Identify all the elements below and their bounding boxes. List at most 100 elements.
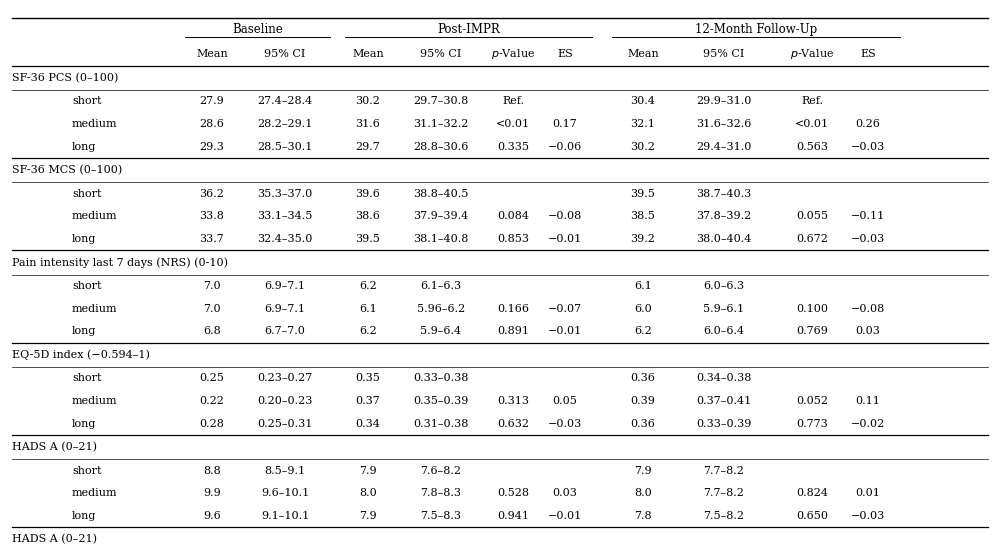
- Text: −0.03: −0.03: [851, 142, 885, 152]
- Text: long: long: [72, 327, 96, 336]
- Text: SF-36 MCS (0–100): SF-36 MCS (0–100): [12, 165, 122, 175]
- Text: 37.8–39.2: 37.8–39.2: [696, 212, 752, 221]
- Text: 29.7–30.8: 29.7–30.8: [413, 96, 469, 106]
- Text: 28.5–30.1: 28.5–30.1: [257, 142, 313, 152]
- Text: 28.2–29.1: 28.2–29.1: [257, 119, 313, 129]
- Text: 7.6–8.2: 7.6–8.2: [420, 466, 462, 476]
- Text: −0.08: −0.08: [548, 212, 582, 221]
- Text: −0.01: −0.01: [548, 234, 582, 244]
- Text: EQ-5D index (−0.594–1): EQ-5D index (−0.594–1): [12, 350, 150, 360]
- Text: Ref.: Ref.: [502, 96, 524, 106]
- Text: 12-Month Follow-Up: 12-Month Follow-Up: [695, 23, 817, 36]
- Text: −0.03: −0.03: [851, 511, 885, 521]
- Text: long: long: [72, 142, 96, 152]
- Text: 9.6: 9.6: [203, 511, 221, 521]
- Text: 33.1–34.5: 33.1–34.5: [257, 212, 313, 221]
- Text: 0.01: 0.01: [856, 488, 880, 498]
- Text: medium: medium: [72, 396, 118, 406]
- Text: 0.22: 0.22: [200, 396, 224, 406]
- Text: 0.34–0.38: 0.34–0.38: [696, 373, 752, 383]
- Text: 0.25–0.31: 0.25–0.31: [257, 419, 313, 429]
- Text: 0.17: 0.17: [553, 119, 577, 129]
- Text: 0.672: 0.672: [796, 234, 828, 244]
- Text: ES: ES: [557, 49, 573, 59]
- Text: short: short: [72, 189, 102, 198]
- Text: −0.01: −0.01: [548, 511, 582, 521]
- Text: 7.8–8.3: 7.8–8.3: [420, 488, 462, 498]
- Text: 39.5: 39.5: [356, 234, 380, 244]
- Text: −0.07: −0.07: [548, 304, 582, 313]
- Text: medium: medium: [72, 304, 118, 313]
- Text: 0.335: 0.335: [497, 142, 529, 152]
- Text: 0.25: 0.25: [200, 373, 224, 383]
- Text: <0.01: <0.01: [496, 119, 530, 129]
- Text: 6.1–6.3: 6.1–6.3: [420, 281, 462, 291]
- Text: 8.5–9.1: 8.5–9.1: [264, 466, 306, 476]
- Text: −0.01: −0.01: [548, 327, 582, 336]
- Text: 6.0–6.3: 6.0–6.3: [703, 281, 745, 291]
- Text: Mean: Mean: [196, 49, 228, 59]
- Text: 8.0: 8.0: [359, 488, 377, 498]
- Text: −0.03: −0.03: [851, 234, 885, 244]
- Text: long: long: [72, 511, 96, 521]
- Text: 32.1: 32.1: [631, 119, 655, 129]
- Text: 29.3: 29.3: [200, 142, 224, 152]
- Text: 39.6: 39.6: [356, 189, 380, 198]
- Text: 0.941: 0.941: [497, 511, 529, 521]
- Text: 5.9–6.1: 5.9–6.1: [703, 304, 745, 313]
- Text: 38.1–40.8: 38.1–40.8: [413, 234, 469, 244]
- Text: 6.2: 6.2: [634, 327, 652, 336]
- Text: 30.2: 30.2: [356, 96, 380, 106]
- Text: 31.6–32.6: 31.6–32.6: [696, 119, 752, 129]
- Text: 0.39: 0.39: [631, 396, 655, 406]
- Text: 0.03: 0.03: [553, 488, 577, 498]
- Text: 38.7–40.3: 38.7–40.3: [696, 189, 752, 198]
- Text: 9.6–10.1: 9.6–10.1: [261, 488, 309, 498]
- Text: $p$-Value: $p$-Value: [790, 47, 834, 61]
- Text: 0.23–0.27: 0.23–0.27: [257, 373, 313, 383]
- Text: 0.28: 0.28: [200, 419, 224, 429]
- Text: Baseline: Baseline: [232, 23, 283, 36]
- Text: 7.8: 7.8: [634, 511, 652, 521]
- Text: 7.5–8.2: 7.5–8.2: [704, 511, 744, 521]
- Text: 27.4–28.4: 27.4–28.4: [257, 96, 313, 106]
- Text: 0.313: 0.313: [497, 396, 529, 406]
- Text: Ref.: Ref.: [801, 96, 823, 106]
- Text: −0.08: −0.08: [851, 304, 885, 313]
- Text: 0.528: 0.528: [497, 488, 529, 498]
- Text: SF-36 PCS (0–100): SF-36 PCS (0–100): [12, 73, 118, 83]
- Text: short: short: [72, 281, 102, 291]
- Text: 31.1–32.2: 31.1–32.2: [413, 119, 469, 129]
- Text: 0.055: 0.055: [796, 212, 828, 221]
- Text: 7.9: 7.9: [359, 466, 377, 476]
- Text: 0.34: 0.34: [356, 419, 380, 429]
- Text: 0.37: 0.37: [356, 396, 380, 406]
- Text: 6.8: 6.8: [203, 327, 221, 336]
- Text: 37.9–39.4: 37.9–39.4: [413, 212, 469, 221]
- Text: 7.5–8.3: 7.5–8.3: [420, 511, 462, 521]
- Text: −0.03: −0.03: [548, 419, 582, 429]
- Text: medium: medium: [72, 119, 118, 129]
- Text: 29.9–31.0: 29.9–31.0: [696, 96, 752, 106]
- Text: −0.11: −0.11: [851, 212, 885, 221]
- Text: −0.06: −0.06: [548, 142, 582, 152]
- Text: 28.6: 28.6: [200, 119, 224, 129]
- Text: 35.3–37.0: 35.3–37.0: [257, 189, 313, 198]
- Text: 7.0: 7.0: [203, 304, 221, 313]
- Text: 31.6: 31.6: [356, 119, 380, 129]
- Text: 6.2: 6.2: [359, 327, 377, 336]
- Text: 0.632: 0.632: [497, 419, 529, 429]
- Text: 0.35: 0.35: [356, 373, 380, 383]
- Text: 0.853: 0.853: [497, 234, 529, 244]
- Text: 29.4–31.0: 29.4–31.0: [696, 142, 752, 152]
- Text: 6.9–7.1: 6.9–7.1: [264, 304, 306, 313]
- Text: 0.773: 0.773: [796, 419, 828, 429]
- Text: 33.8: 33.8: [200, 212, 224, 221]
- Text: 0.33–0.39: 0.33–0.39: [696, 419, 752, 429]
- Text: 8.0: 8.0: [634, 488, 652, 498]
- Text: 9.9: 9.9: [203, 488, 221, 498]
- Text: 0.563: 0.563: [796, 142, 828, 152]
- Text: 0.37–0.41: 0.37–0.41: [696, 396, 752, 406]
- Text: 6.7–7.0: 6.7–7.0: [265, 327, 305, 336]
- Text: 0.20–0.23: 0.20–0.23: [257, 396, 313, 406]
